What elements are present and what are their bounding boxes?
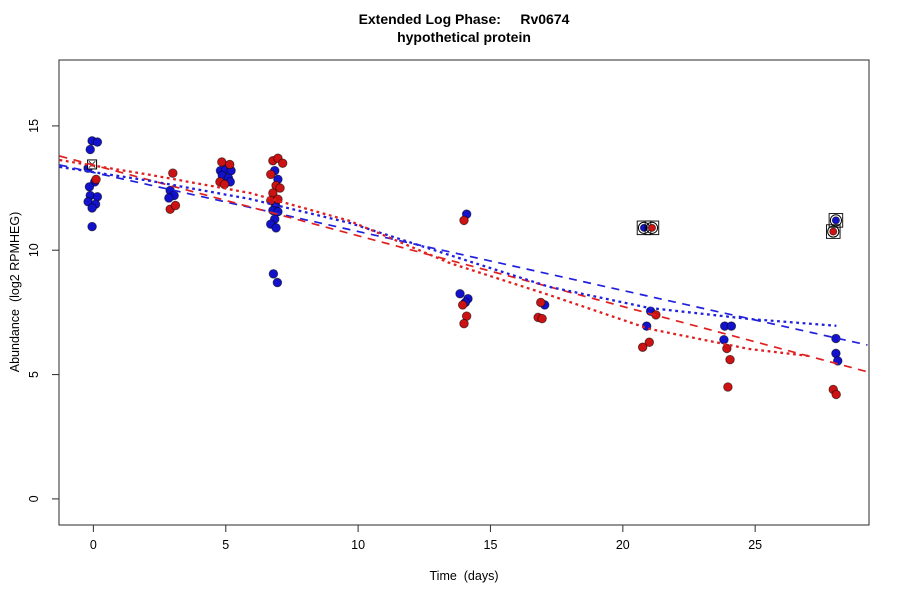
data-point: [457, 300, 468, 310]
y-tick-label: 15: [27, 119, 41, 133]
y-tick-label: 5: [27, 371, 41, 378]
series-blue-replicates: [83, 136, 843, 366]
data-point: [266, 169, 276, 180]
data-point: [637, 342, 648, 352]
chart-title: Extended Log Phase: Rv0674 hypothetical …: [59, 10, 869, 46]
x-tick-label: 5: [222, 538, 229, 552]
y-tick-label: 0: [27, 495, 41, 502]
data-point: [92, 137, 103, 147]
data-point: [725, 354, 735, 365]
outlier-ring-marker: [827, 225, 840, 238]
trend-blue-smooth-fit: [59, 165, 837, 327]
outlier-point: [829, 227, 838, 236]
x-tick-label: 15: [484, 538, 498, 552]
data-point: [87, 221, 97, 232]
data-point: [217, 157, 227, 167]
trend-red-linear-fit: [59, 155, 868, 373]
data-point: [87, 203, 97, 213]
data-point: [168, 168, 178, 178]
data-point: [275, 183, 285, 193]
x-axis-ticks: 0 5 10 15 20 25: [90, 525, 762, 552]
x-tick-label: 25: [748, 538, 762, 552]
x-axis-label: Time (days): [429, 569, 499, 583]
chart-title-line1: Extended Log Phase: Rv0674: [358, 11, 570, 27]
x-tick-label: 0: [90, 538, 97, 552]
data-point: [726, 321, 737, 331]
series-red-replicates: [91, 153, 841, 400]
data-point: [271, 223, 281, 233]
series-red-flagged-outliers: [644, 220, 841, 239]
data-point: [268, 269, 279, 279]
outlier-box-marker: [826, 224, 841, 239]
y-tick-label: 10: [27, 243, 41, 257]
data-point: [722, 343, 732, 354]
outlier-point: [831, 216, 840, 225]
outlier-ring-marker: [645, 221, 659, 234]
data-point: [164, 193, 174, 203]
data-point: [224, 159, 235, 170]
outlier-box-marker: [644, 220, 660, 236]
chart-title-line2: hypothetical protein: [397, 29, 531, 45]
data-point: [455, 288, 465, 299]
data-point: [536, 297, 546, 308]
series-blue-flagged-outliers: [636, 213, 844, 236]
outlier-ring-marker: [829, 214, 843, 227]
data-point: [277, 158, 288, 168]
data-point: [644, 337, 655, 347]
outlier-point: [640, 223, 649, 232]
x-tick-label: 10: [351, 538, 365, 552]
y-axis-label: Abundance (log2 RPMHEG): [8, 211, 22, 373]
outlier-point: [647, 223, 656, 232]
data-point: [85, 144, 95, 155]
plot-box: [58, 59, 870, 526]
data-point: [459, 215, 469, 226]
data-point: [84, 182, 95, 192]
data-point: [91, 174, 101, 185]
data-point: [723, 382, 733, 392]
data-point: [831, 389, 841, 400]
y-axis-ticks: 0 5 10 15: [27, 119, 59, 502]
data-point: [272, 277, 283, 288]
data-point: [459, 318, 469, 329]
trend-blue-linear-fit: [59, 164, 868, 346]
data-point: [537, 313, 547, 324]
x-tick-label: 20: [616, 538, 630, 552]
data-point: [170, 200, 181, 211]
trend-red-smooth-fit: [59, 158, 809, 358]
